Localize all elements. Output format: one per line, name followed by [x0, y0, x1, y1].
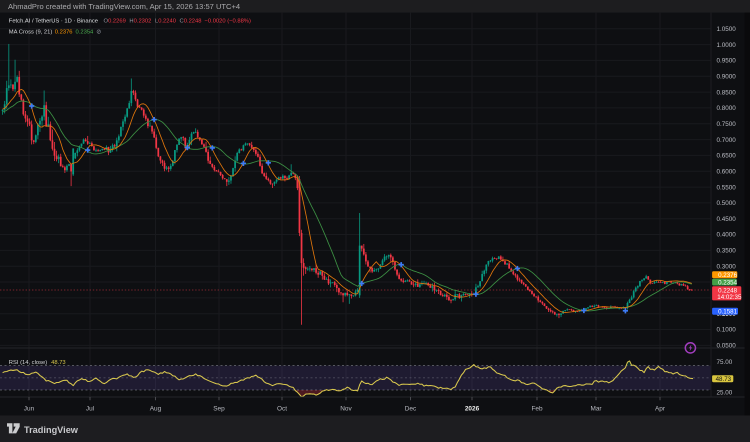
svg-text:0.3000: 0.3000 [717, 263, 737, 270]
svg-text:0.4500: 0.4500 [717, 216, 737, 223]
svg-text:Fetch.AI / TetherUS · 1D · Bin: Fetch.AI / TetherUS · 1D · Binance O0.22… [9, 18, 251, 24]
svg-text:1.0000: 1.0000 [717, 42, 737, 49]
svg-text:1.0500: 1.0500 [717, 26, 737, 33]
svg-text:Jul: Jul [86, 406, 94, 413]
svg-text:AhmadPro created with TradingV: AhmadPro created with TradingView.com, A… [8, 2, 240, 11]
svg-text:14:02:35: 14:02:35 [717, 294, 742, 301]
svg-text:0.2248: 0.2248 [718, 288, 737, 295]
svg-text:0.9000: 0.9000 [717, 73, 737, 80]
svg-text:2026: 2026 [465, 406, 480, 413]
svg-text:Oct: Oct [277, 406, 287, 413]
svg-text:0.5000: 0.5000 [717, 200, 737, 207]
svg-text:TradingView: TradingView [24, 425, 79, 435]
svg-text:0.2376: 0.2376 [718, 272, 737, 279]
svg-text:0.2354: 0.2354 [718, 279, 737, 286]
svg-text:Mar: Mar [590, 406, 602, 413]
svg-text:0.7500: 0.7500 [717, 121, 737, 128]
svg-text:0.9500: 0.9500 [717, 58, 737, 65]
svg-text:0.3500: 0.3500 [717, 248, 737, 255]
svg-text:RSI (14, close)48.73: RSI (14, close) 48.73 [9, 360, 66, 366]
svg-text:0.1000: 0.1000 [717, 327, 737, 334]
svg-text:0.5500: 0.5500 [717, 184, 737, 191]
svg-text:0.6500: 0.6500 [717, 153, 737, 160]
svg-text:0.0500: 0.0500 [717, 343, 737, 350]
svg-text:Aug: Aug [150, 406, 162, 413]
svg-text:0.1581: 0.1581 [718, 308, 737, 315]
svg-text:25.00: 25.00 [717, 390, 733, 397]
svg-text:0.8000: 0.8000 [717, 105, 737, 112]
svg-text:75.00: 75.00 [717, 359, 733, 366]
svg-text:Apr: Apr [655, 406, 666, 413]
svg-text:Jun: Jun [24, 406, 35, 413]
svg-text:0.6000: 0.6000 [717, 168, 737, 175]
svg-text:Dec: Dec [405, 406, 417, 413]
svg-text:Sep: Sep [213, 406, 225, 413]
svg-text:48.73: 48.73 [716, 376, 732, 383]
svg-text:0.7000: 0.7000 [717, 137, 737, 144]
svg-text:Feb: Feb [531, 406, 543, 413]
svg-text:0.4000: 0.4000 [717, 232, 737, 239]
svg-text:Nov: Nov [340, 406, 352, 413]
svg-text:0.8500: 0.8500 [717, 89, 737, 96]
